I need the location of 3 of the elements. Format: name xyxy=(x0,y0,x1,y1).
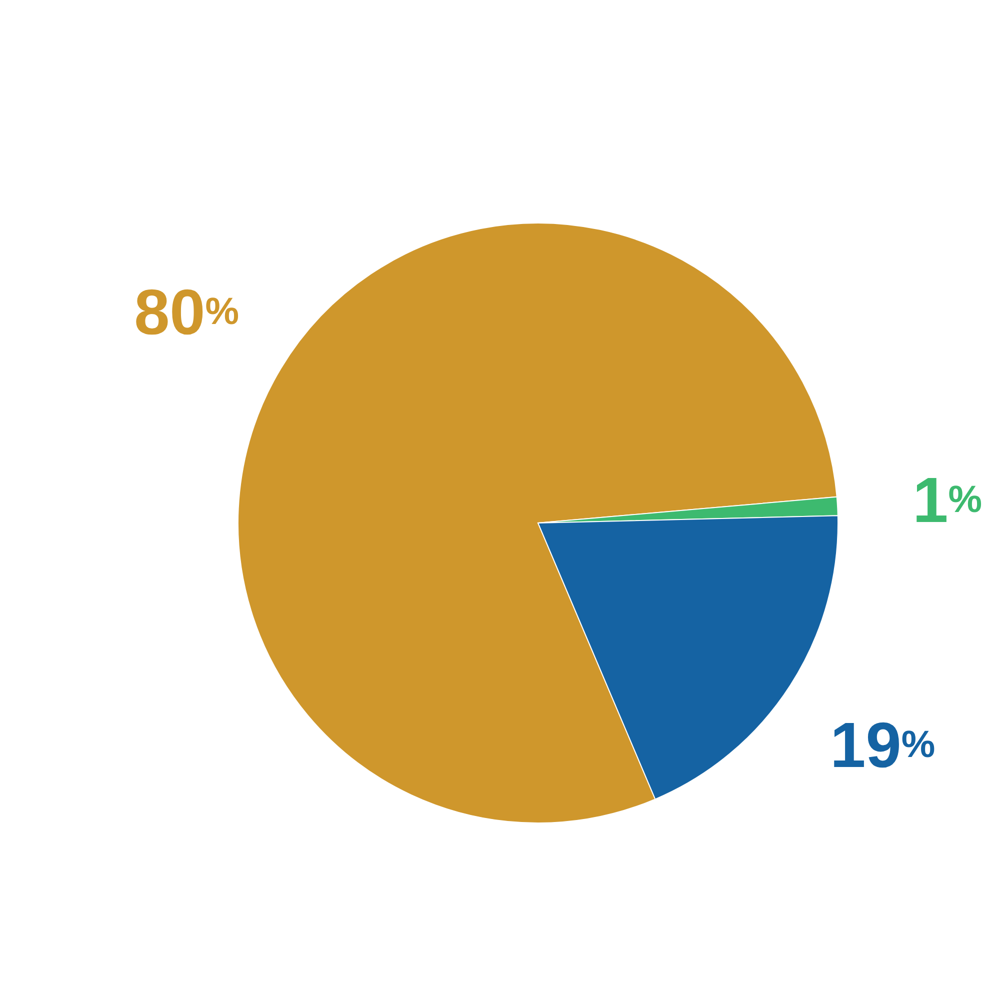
data-label: 80% xyxy=(134,276,240,348)
data-label: 19% xyxy=(830,709,936,782)
data-label: 1% xyxy=(912,464,982,536)
